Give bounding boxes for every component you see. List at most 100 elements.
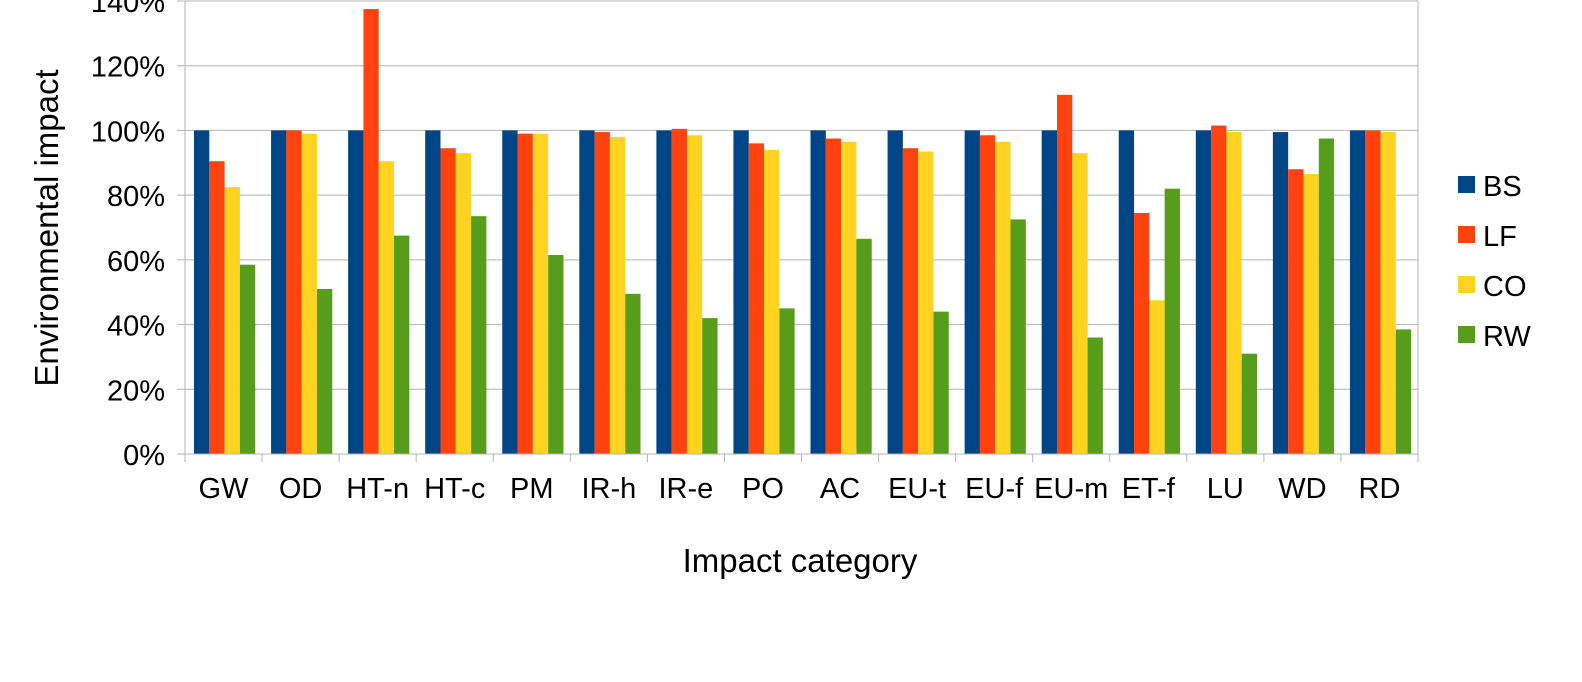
bar-bs-gw: [194, 130, 210, 454]
bar-rw-pm: [548, 255, 564, 454]
bar-rw-eu-m: [1087, 337, 1103, 454]
bar-co-wd: [1303, 174, 1319, 455]
y-tick-label: 40%: [107, 311, 165, 343]
x-tick-labels: GW OD HT-n HT-c PM IR-h IR-e PO AC EU-t EU-f EU-m ET…: [199, 473, 1401, 505]
bar-rw-eu-t: [933, 311, 949, 454]
x-tick-label: WD: [1278, 473, 1326, 505]
x-tick-label: LU: [1207, 473, 1244, 505]
y-tick-label: 140%: [91, 0, 165, 19]
x-tick-label: AC: [820, 473, 860, 505]
x-axis-label: Impact category: [683, 542, 918, 579]
bar-co-eu-f: [995, 141, 1011, 454]
bar-lf-lu: [1211, 125, 1227, 454]
y-tick-label: 120%: [91, 52, 165, 84]
x-tick-label: IR-h: [581, 473, 636, 505]
legend-label-lf: LF: [1483, 221, 1517, 253]
y-tick-label: 0%: [123, 440, 165, 472]
bar-rw-ht-n: [394, 235, 410, 454]
bar-lf-et-f: [1134, 212, 1150, 454]
bar-bs-po: [733, 130, 749, 454]
legend-label-rw: RW: [1483, 321, 1531, 353]
bar-bs-wd: [1272, 132, 1289, 455]
bar-lf-wd: [1288, 169, 1304, 454]
bar-lf-gw: [209, 161, 225, 455]
bar-rw-ir-h: [625, 293, 641, 454]
x-tick-label: PM: [510, 473, 554, 505]
bar-rw-ht-c: [471, 216, 487, 454]
y-tick-label: 100%: [91, 116, 165, 148]
bar-co-ir-e: [686, 135, 703, 454]
bar-co-pm: [532, 133, 549, 454]
bar-rw-et-f: [1164, 188, 1180, 455]
bars: [194, 9, 1412, 455]
x-tick-label: EU-m: [1034, 473, 1108, 505]
bar-bs-rd: [1349, 130, 1366, 454]
bar-co-po: [764, 149, 780, 454]
bar-co-od: [301, 133, 317, 454]
bar-rw-eu-f: [1010, 219, 1026, 454]
bar-lf-ir-h: [594, 132, 610, 455]
bar-lf-ht-n: [363, 9, 379, 455]
x-tick-label: ET-f: [1122, 473, 1176, 505]
bar-rw-ir-e: [702, 318, 718, 454]
bar-lf-rd: [1365, 130, 1381, 454]
bar-lf-eu-t: [902, 148, 919, 454]
legend-swatch-co: [1458, 276, 1475, 293]
bar-lf-pm: [517, 133, 533, 454]
bar-rw-ac: [856, 238, 872, 454]
bar-co-ir-h: [609, 136, 626, 454]
bar-co-eu-t: [918, 151, 934, 454]
axes: [177, 0, 1419, 462]
y-tick-labels: 0% 20% 40% 60% 80% 100% 120% 140%: [91, 0, 165, 472]
y-tick-label: 60%: [107, 246, 165, 278]
bar-co-ac: [841, 141, 857, 454]
x-tick-label: PO: [742, 473, 784, 505]
y-axis-label: Environmental impact: [28, 69, 65, 386]
bar-rw-gw: [239, 264, 256, 454]
bar-rw-lu: [1241, 353, 1258, 454]
bar-lf-od: [286, 130, 302, 454]
bar-bs-eu-m: [1041, 130, 1057, 454]
bar-bs-eu-t: [887, 130, 903, 454]
legend-swatch-bs: [1458, 176, 1475, 193]
bar-lf-ht-c: [440, 148, 456, 454]
legend-label-bs: BS: [1483, 171, 1522, 203]
bar-co-lu: [1226, 132, 1242, 455]
bar-lf-eu-f: [979, 135, 996, 454]
bar-rw-po: [779, 308, 795, 454]
bar-bs-ir-h: [579, 130, 595, 454]
legend: BS LF CO RW: [1458, 171, 1531, 353]
x-tick-label: GW: [199, 473, 250, 505]
bar-bs-eu-f: [964, 130, 980, 454]
legend-label-co: CO: [1483, 271, 1527, 303]
bar-bs-od: [271, 130, 287, 454]
bar-co-et-f: [1149, 300, 1165, 454]
bar-bs-ht-n: [348, 130, 364, 454]
bar-bs-ac: [810, 130, 826, 454]
bar-lf-ac: [825, 138, 842, 454]
bar-rw-wd: [1318, 138, 1335, 454]
x-tick-label: OD: [279, 473, 323, 505]
bar-rw-rd: [1395, 329, 1412, 454]
x-tick-label: EU-f: [965, 473, 1024, 505]
bar-bs-lu: [1195, 130, 1212, 454]
x-tick-label: IR-e: [659, 473, 714, 505]
bar-bs-pm: [502, 130, 518, 454]
legend-swatch-rw: [1458, 326, 1475, 343]
x-tick-label: HT-c: [424, 473, 485, 505]
y-tick-label: 20%: [107, 375, 165, 407]
bar-rw-od: [316, 288, 333, 454]
legend-swatch-lf: [1458, 226, 1475, 243]
bar-co-gw: [224, 187, 240, 455]
bar-lf-eu-m: [1056, 94, 1073, 454]
x-tick-label: EU-t: [888, 473, 946, 505]
x-tick-label: HT-n: [346, 473, 409, 505]
bar-co-eu-m: [1072, 153, 1088, 454]
bar-lf-ir-e: [671, 128, 687, 454]
y-tick-label: 80%: [107, 181, 165, 213]
bar-bs-ht-c: [425, 130, 441, 454]
bar-co-rd: [1380, 132, 1396, 455]
bar-bs-ir-e: [656, 130, 672, 454]
